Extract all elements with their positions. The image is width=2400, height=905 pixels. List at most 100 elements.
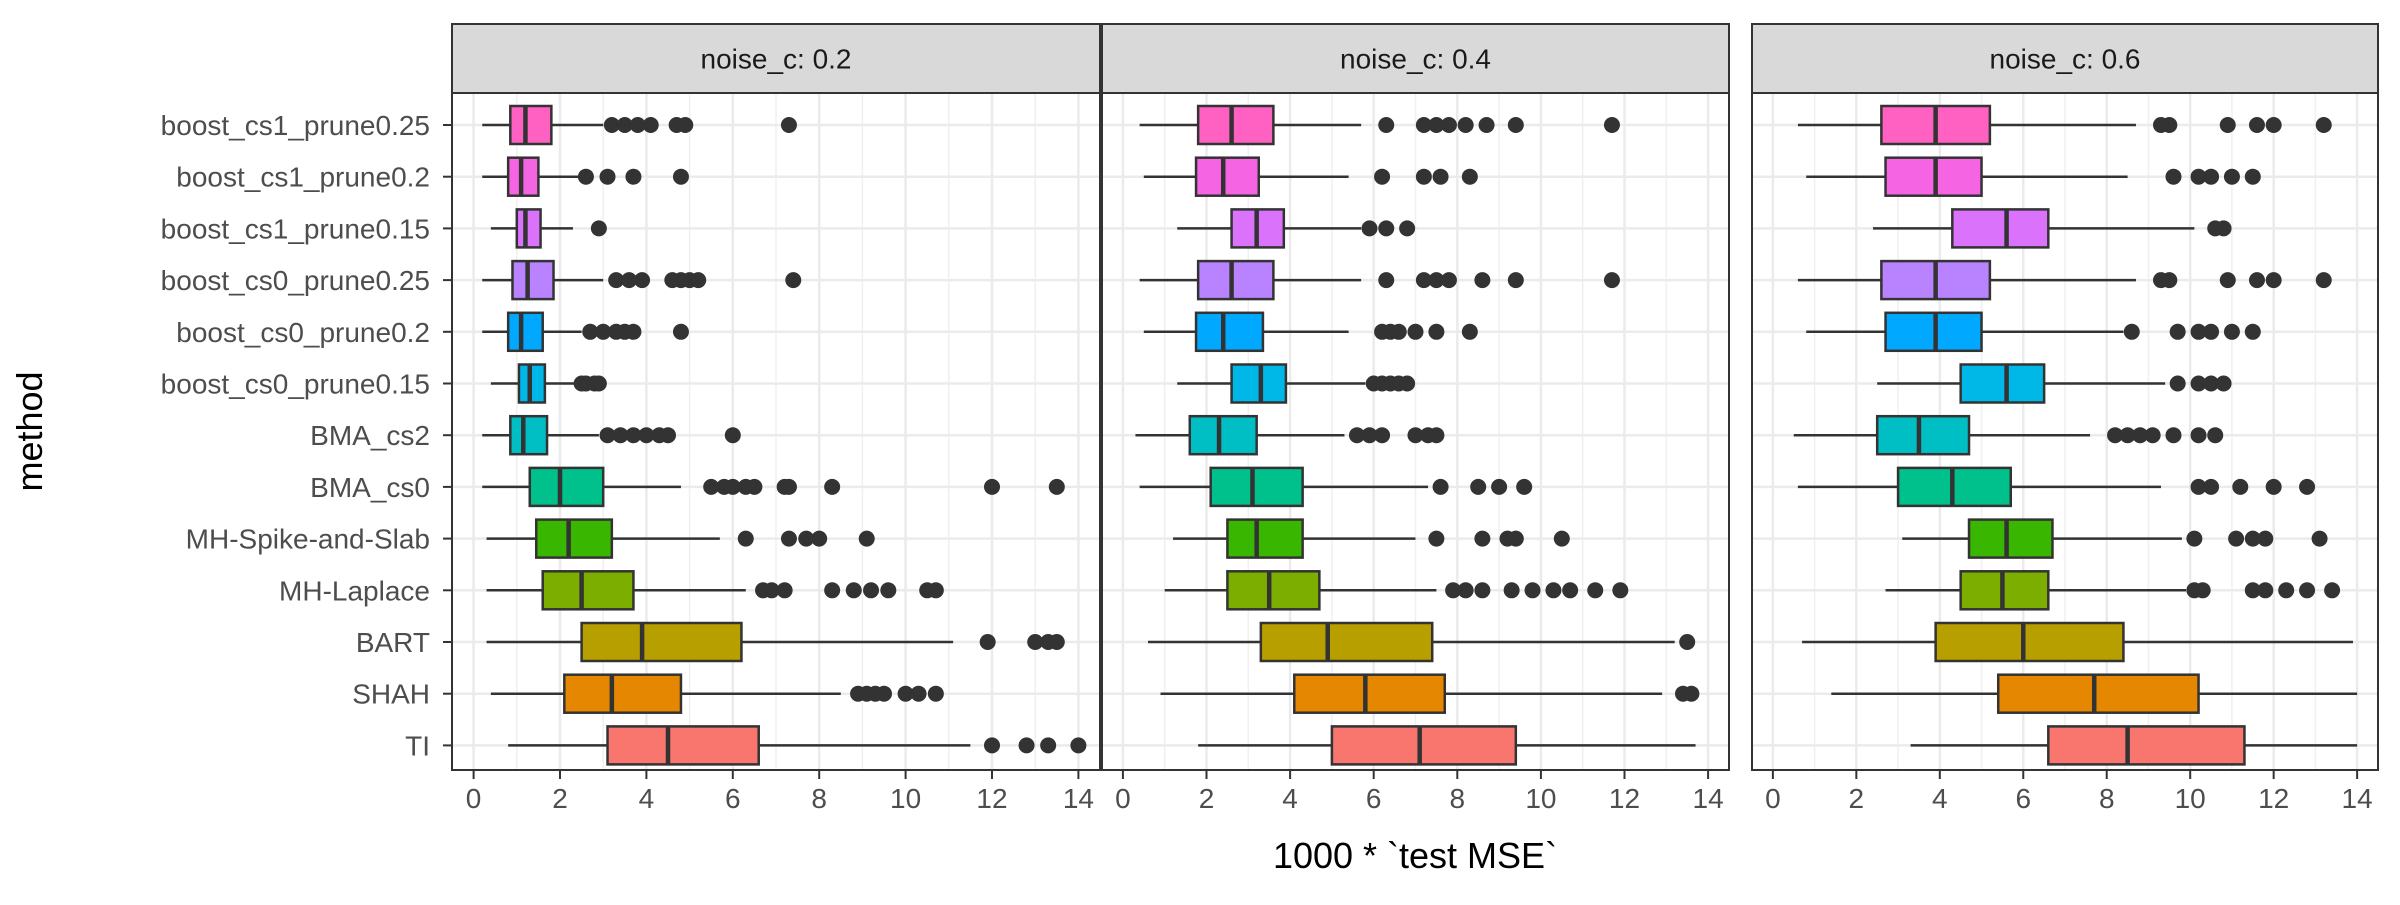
outlier-point bbox=[634, 272, 651, 289]
box-iqr bbox=[541, 570, 635, 611]
box-boost_cs0_prune0.25 bbox=[1797, 259, 2332, 301]
box-MH-Spike-and-Slab bbox=[1902, 518, 2328, 559]
box-boost_cs0_prune0.25 bbox=[482, 259, 802, 301]
box-iqr bbox=[1259, 621, 1434, 663]
outlier-point bbox=[590, 220, 607, 237]
outlier-point bbox=[2203, 323, 2220, 340]
outlier-point bbox=[1390, 323, 1407, 340]
outlier-point bbox=[1562, 582, 1579, 599]
outlier-point bbox=[1507, 117, 1524, 133]
outlier-point bbox=[2190, 323, 2207, 340]
outlier-point bbox=[1428, 530, 1445, 547]
outlier-point bbox=[780, 478, 797, 495]
outlier-point bbox=[2324, 582, 2341, 599]
outlier-point bbox=[1348, 427, 1365, 444]
y-tick-label: BMA_cs0 bbox=[310, 472, 430, 503]
outlier-point bbox=[2315, 117, 2332, 133]
outlier-point bbox=[599, 427, 616, 444]
outlier-point bbox=[1503, 582, 1520, 599]
outlier-point bbox=[1415, 168, 1432, 185]
outlier-point bbox=[2311, 530, 2328, 547]
y-tick-label: boost_cs0_prune0.25 bbox=[161, 265, 430, 296]
box-iqr bbox=[1967, 518, 2054, 559]
outlier-point bbox=[595, 323, 612, 340]
outlier-point bbox=[1432, 168, 1449, 185]
box-iqr bbox=[563, 673, 683, 714]
outlier-point bbox=[927, 685, 944, 702]
outlier-point bbox=[1378, 117, 1395, 133]
outlier-point bbox=[2244, 530, 2261, 547]
outlier-point bbox=[927, 582, 944, 599]
panel-strip bbox=[1101, 23, 1730, 94]
box-iqr bbox=[511, 259, 555, 301]
outlier-point bbox=[2244, 168, 2261, 185]
y-tick-label: MH-Spike-and-Slab bbox=[186, 524, 430, 555]
outlier-point bbox=[1048, 634, 1065, 650]
outlier-point bbox=[625, 427, 642, 444]
outlier-point bbox=[1478, 117, 1495, 133]
outlier-point bbox=[1374, 427, 1391, 444]
box-boost_cs0_prune0.2 bbox=[1143, 311, 1478, 353]
outlier-point bbox=[612, 427, 629, 444]
outlier-point bbox=[785, 272, 802, 289]
outlier-point bbox=[1361, 220, 1378, 237]
box-SHAH bbox=[1160, 673, 1700, 714]
panel-strip bbox=[1751, 23, 2379, 94]
box-iqr bbox=[1226, 570, 1321, 611]
outlier-point bbox=[1374, 168, 1391, 185]
outlier-point bbox=[2299, 582, 2316, 599]
outlier-point bbox=[2203, 478, 2220, 495]
outlier-point bbox=[2190, 168, 2207, 185]
outlier-point bbox=[1407, 323, 1424, 340]
x-tick-label: 6 bbox=[1366, 783, 1382, 814]
outlier-point bbox=[2219, 272, 2236, 289]
outlier-point bbox=[1445, 582, 1462, 599]
outlier-point bbox=[1470, 478, 1487, 495]
outlier-point bbox=[2119, 427, 2136, 444]
x-tick-label: 12 bbox=[976, 783, 1007, 814]
outlier-point bbox=[672, 168, 689, 185]
box-iqr bbox=[1959, 363, 2046, 404]
outlier-point bbox=[599, 168, 616, 185]
outlier-point bbox=[1461, 323, 1478, 340]
outlier-point bbox=[1474, 582, 1491, 599]
box-BART bbox=[1147, 621, 1696, 663]
outlier-point bbox=[724, 478, 741, 495]
x-tick-label: 8 bbox=[811, 783, 827, 814]
outlier-point bbox=[2228, 530, 2245, 547]
x-tick-label: 2 bbox=[1849, 783, 1865, 814]
outlier-point bbox=[763, 582, 780, 599]
outlier-point bbox=[629, 117, 646, 133]
outlier-point bbox=[1361, 427, 1378, 444]
outlier-point bbox=[1399, 375, 1416, 392]
outlier-point bbox=[2169, 375, 2186, 392]
outlier-point bbox=[703, 478, 720, 495]
outlier-point bbox=[2265, 272, 2282, 289]
outlier-point bbox=[603, 117, 620, 133]
outlier-point bbox=[2248, 117, 2265, 133]
y-axis-title: method bbox=[9, 371, 50, 491]
box-MH-Laplace bbox=[486, 570, 944, 611]
box-iqr bbox=[515, 208, 542, 249]
outlier-point bbox=[1407, 427, 1424, 444]
outlier-point bbox=[1679, 634, 1696, 650]
outlier-point bbox=[2190, 478, 2207, 495]
box-boost_cs1_prune0.2 bbox=[482, 156, 689, 197]
panel-2: noise_c: 0.4 0 2 4 6 8 10 12 14 bbox=[1101, 23, 1730, 814]
x-tick-label: 4 bbox=[639, 783, 655, 814]
box-SHAH bbox=[490, 673, 944, 714]
box-iqr bbox=[509, 104, 553, 146]
outlier-point bbox=[1457, 582, 1474, 599]
outlier-point bbox=[625, 323, 642, 340]
outlier-point bbox=[1399, 220, 1416, 237]
box-iqr bbox=[2047, 725, 2246, 766]
outlier-point bbox=[2248, 272, 2265, 289]
outlier-point bbox=[845, 582, 862, 599]
outlier-point bbox=[1018, 737, 1035, 754]
outlier-point bbox=[2132, 427, 2149, 444]
panel-border bbox=[1751, 92, 2379, 771]
y-tick-label: boost_cs1_prune0.15 bbox=[161, 213, 430, 244]
box-iqr bbox=[1293, 673, 1447, 714]
outlier-point bbox=[737, 530, 754, 547]
outlier-point bbox=[746, 478, 763, 495]
